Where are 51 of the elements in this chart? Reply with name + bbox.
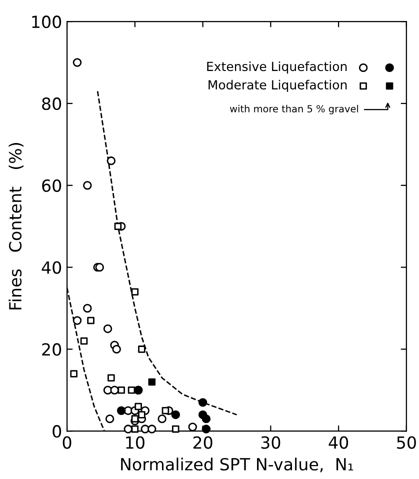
point: [148, 378, 156, 386]
y-tick-label: 0: [52, 425, 62, 438]
point: [70, 370, 78, 378]
annotation: with more than 5 % gravel: [230, 104, 358, 114]
point: [103, 324, 112, 334]
point: [188, 422, 197, 432]
point: [87, 316, 94, 324]
y-tick-label: 100: [32, 16, 62, 28]
point: [116, 406, 126, 415]
point: [148, 424, 156, 434]
point: [172, 425, 180, 433]
x-tick-label: 0: [62, 436, 72, 449]
point: [106, 156, 116, 166]
point: [114, 222, 122, 230]
x-tick-label: 10: [126, 436, 144, 449]
point: [202, 414, 211, 424]
x-tick-label: 30: [261, 436, 280, 449]
point: [198, 398, 208, 407]
point: [131, 415, 139, 422]
point: [118, 386, 125, 394]
point: [72, 316, 82, 325]
legend-label: Extensive Liquefaction: [207, 61, 347, 74]
point: [108, 374, 115, 382]
y-tick-label: 80: [42, 97, 62, 110]
y-tick-label: 20: [42, 343, 62, 356]
point: [112, 344, 121, 354]
point: [83, 181, 92, 190]
y-tick-label: 60: [42, 179, 62, 192]
point: [202, 424, 211, 434]
x-tick-label: 40: [328, 436, 348, 449]
point: [131, 288, 139, 296]
point: [83, 304, 92, 313]
legend-label: Moderate Liquefaction: [208, 80, 347, 92]
y-axis-title: Fines Content (%): [8, 143, 24, 310]
y-tick-label: 40: [42, 261, 62, 274]
point: [124, 424, 132, 434]
x-tick-label: 50: [397, 436, 416, 449]
point: [72, 58, 82, 67]
point: [138, 346, 146, 353]
point: [162, 406, 170, 414]
point: [138, 411, 146, 418]
x-tick-label: 20: [193, 436, 212, 449]
point: [134, 402, 142, 410]
x-axis-title: Normalized SPT N-value, N₁: [121, 458, 354, 472]
point: [110, 386, 119, 395]
point: [171, 410, 180, 420]
point: [131, 425, 139, 433]
point: [128, 386, 136, 394]
point: [80, 337, 88, 345]
point: [158, 414, 166, 424]
point: [105, 414, 114, 424]
